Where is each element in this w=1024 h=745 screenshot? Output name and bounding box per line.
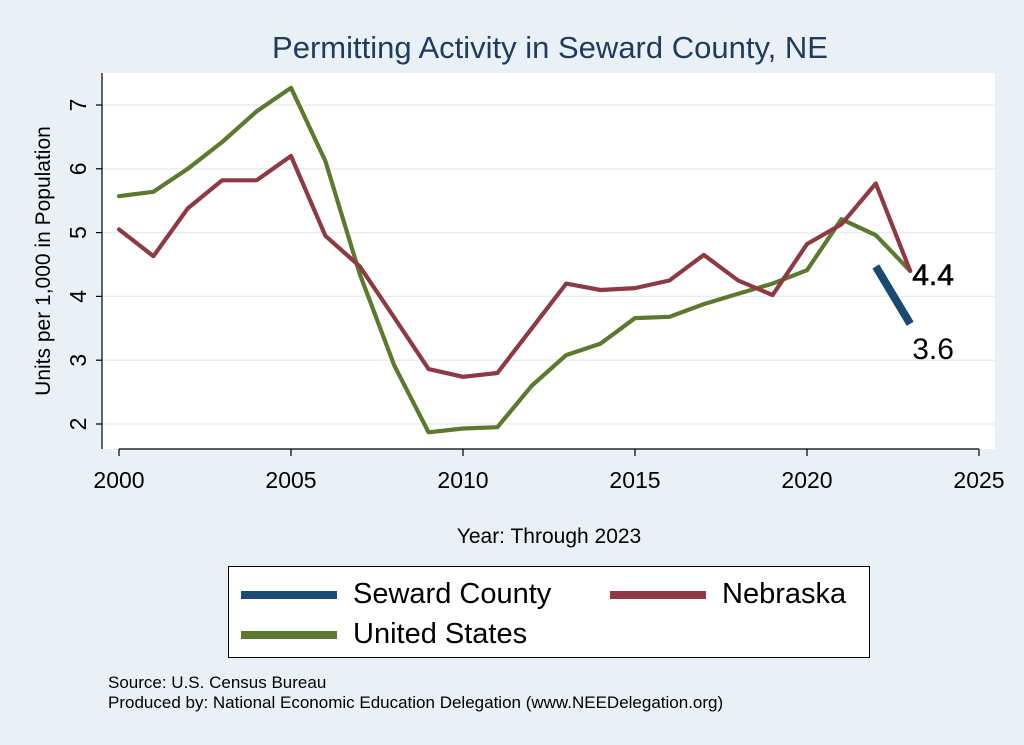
legend-swatch-nebraska [610,590,706,599]
plot-area [102,73,995,449]
x-axis-label: Year: Through 2023 [457,525,642,548]
series-lines [116,85,914,435]
annotations: 4.4 3.6 [912,259,954,366]
x-tick-label: 2000 [93,467,144,493]
legend-label-united-states: United States [353,618,528,650]
x-tick-label: 2015 [609,467,660,493]
y-tick-label: 2 [65,418,91,431]
legend-swatch-united-states [241,630,337,639]
y-tick-label: 7 [65,99,91,112]
y-tick-label: 5 [65,226,91,239]
x-tick-label: 2010 [437,467,488,493]
legend: Seward County Nebraska United States [228,566,870,658]
legend-label-seward-county: Seward County [353,578,552,610]
legend-item-nebraska: Nebraska [610,578,846,611]
legend-swatch-seward-county [241,590,337,599]
annotation-label: 4.4 [912,259,954,292]
chart: Permitting Activity in Seward County, NE… [32,30,1005,548]
footer-produced-by: Produced by: National Economic Education… [108,693,724,712]
legend-item-seward-county: Seward County [241,578,551,611]
x-tick-label: 2005 [265,467,316,493]
annotation-label: 3.6 [912,333,954,366]
series-line-united-states [116,85,913,435]
series-line-seward-county [872,264,914,326]
legend-item-united-states: United States [241,618,527,651]
grid-lines [102,104,995,425]
y-tick-label: 6 [65,162,91,175]
axes: 2 3 4 5 6 7 2000 2005 2010 2015 2020 2025 [65,73,1005,493]
y-axis-label: Units per 1,000 in Population [32,126,55,396]
legend-label-nebraska: Nebraska [722,578,847,610]
x-tick-label: 2020 [781,467,832,493]
chart-title: Permitting Activity in Seward County, NE [272,30,828,65]
series-line-nebraska [116,153,913,379]
x-tick-label: 2025 [953,467,1004,493]
y-tick-label: 3 [65,354,91,367]
footer-source: Source: U.S. Census Bureau [108,673,327,692]
y-tick-label: 4 [65,290,91,303]
